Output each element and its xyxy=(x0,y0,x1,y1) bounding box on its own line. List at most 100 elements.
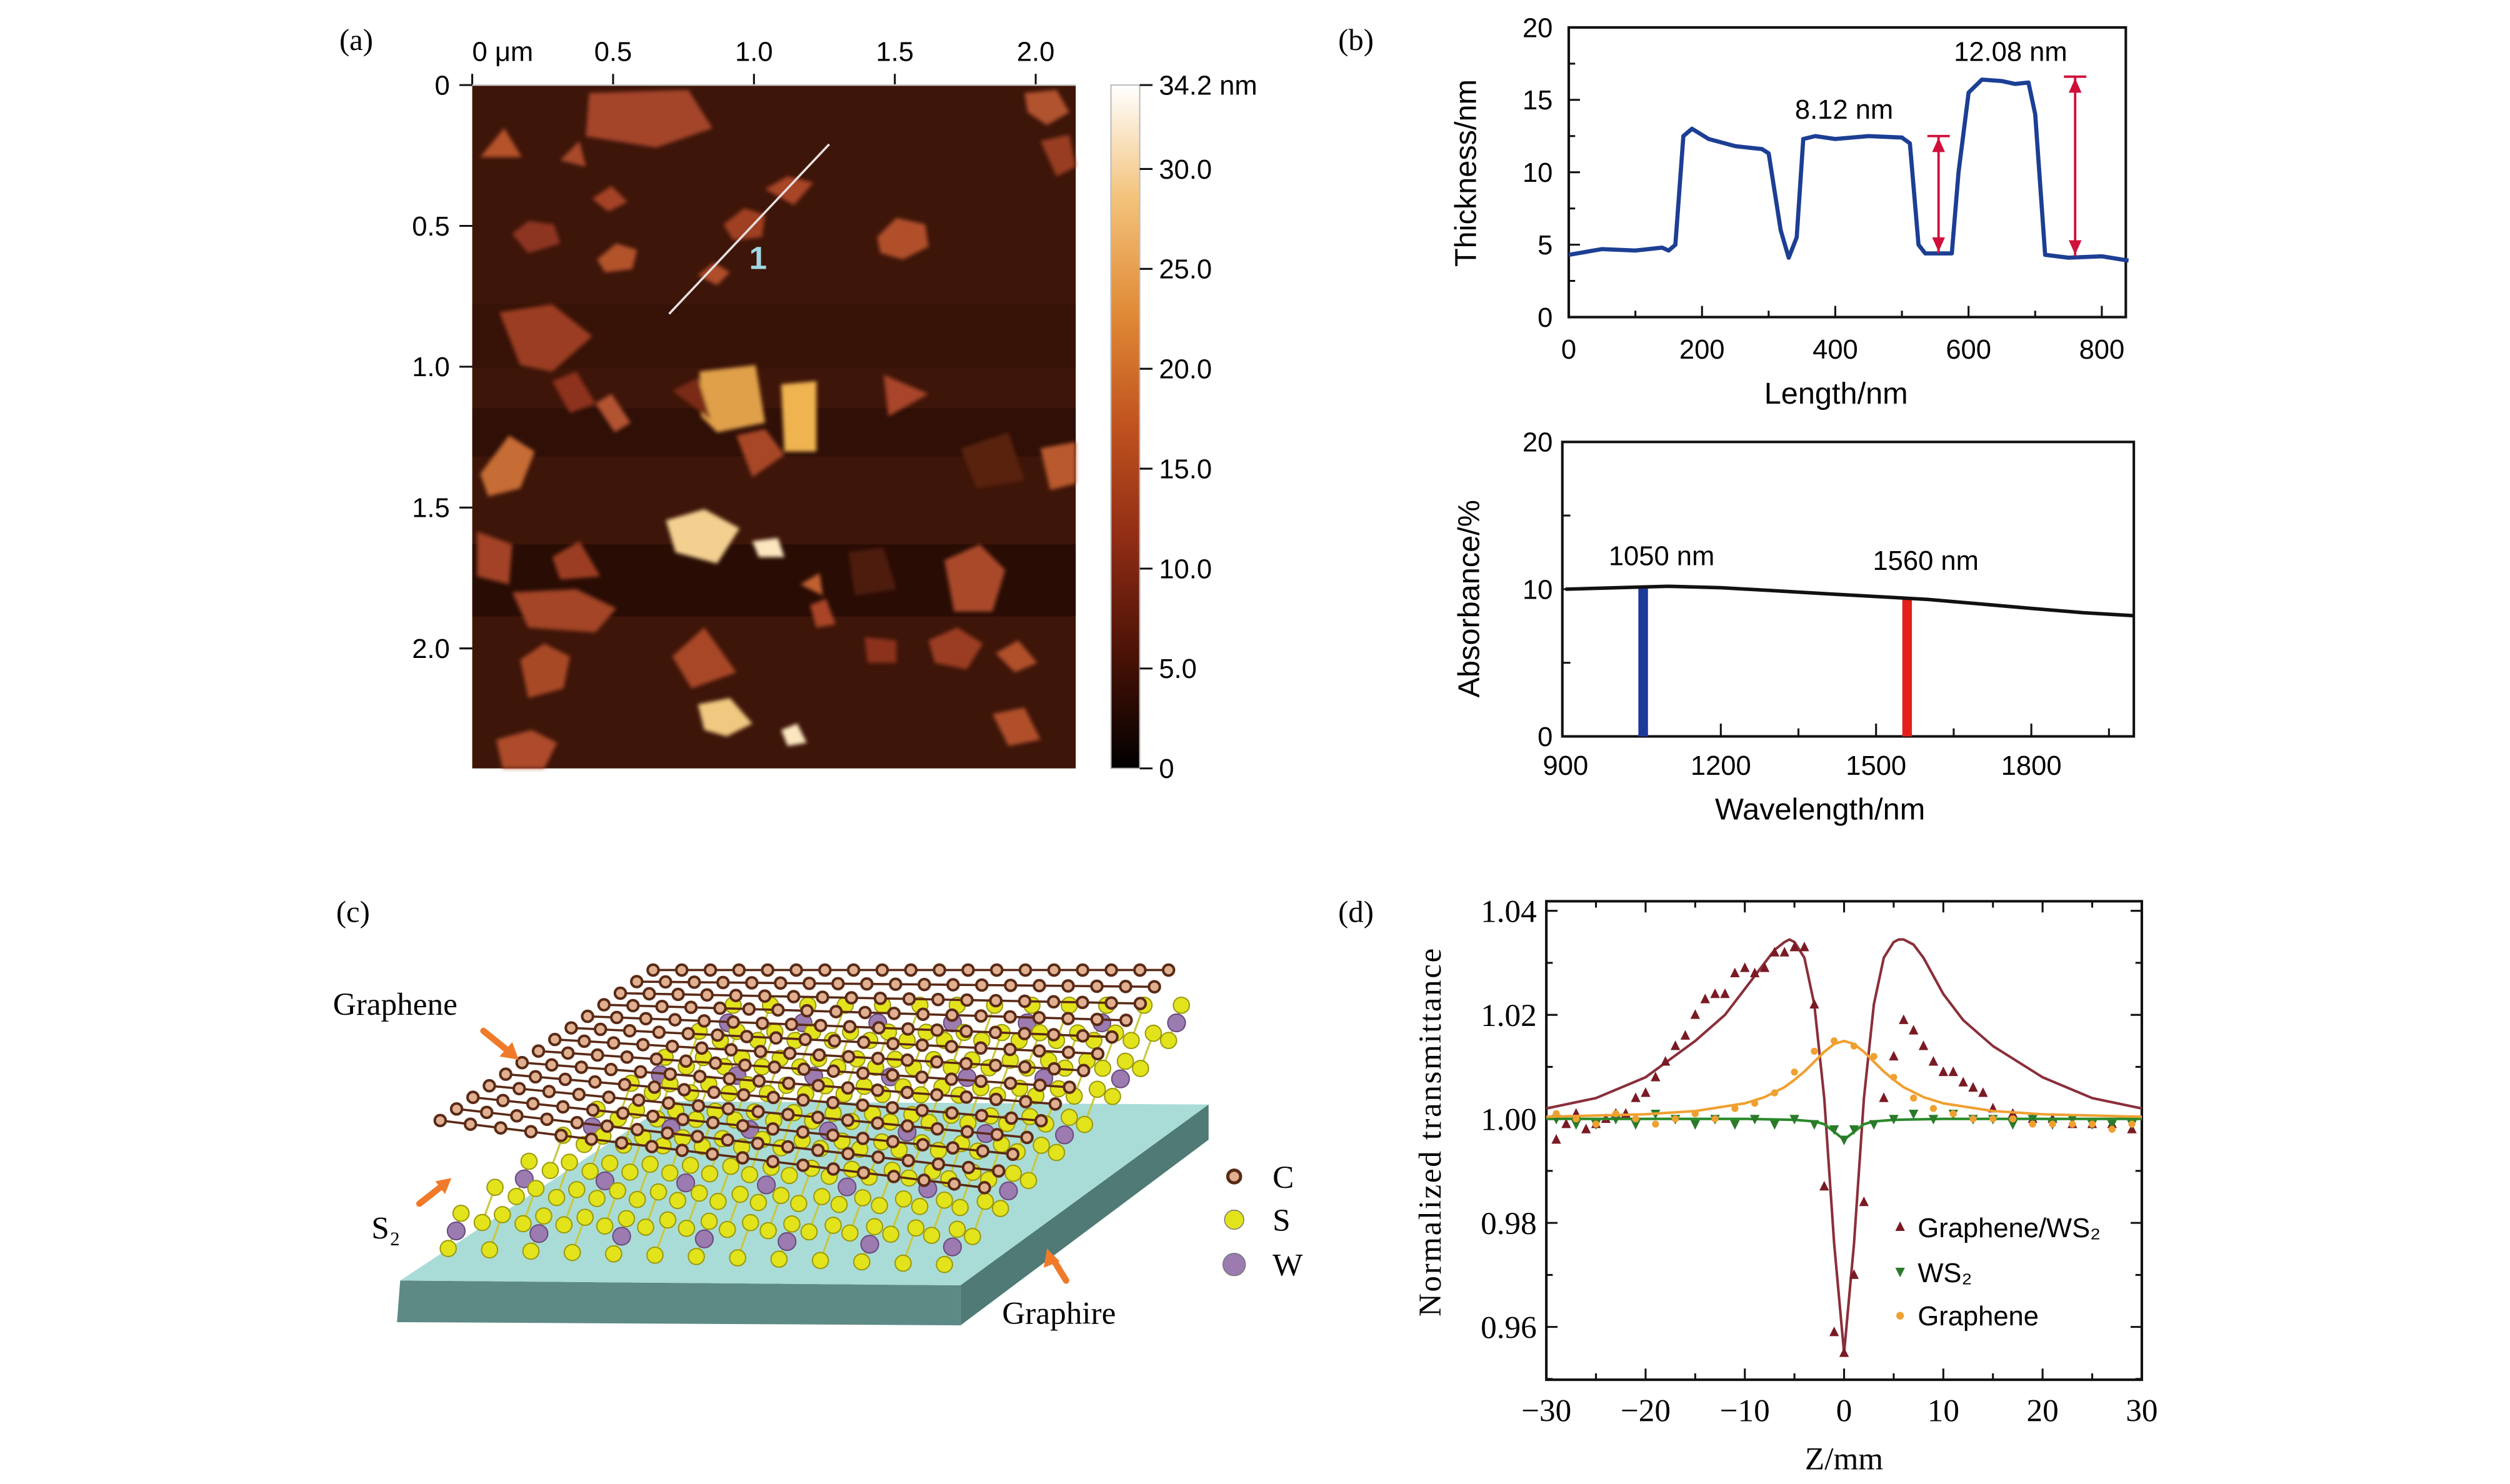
sulfur-atom xyxy=(646,1246,664,1264)
data-point xyxy=(1890,1073,1898,1081)
legend-item: Graphene xyxy=(1896,1302,2039,1332)
carbon-atom xyxy=(932,963,946,977)
carbon-atom xyxy=(594,1022,608,1037)
x-axis-label: Wavelength/nm xyxy=(1715,793,1925,827)
data-point xyxy=(2009,1115,2017,1123)
data-point xyxy=(1731,1105,1739,1112)
sulfur-atom xyxy=(700,1212,718,1230)
carbon-atom xyxy=(692,1069,707,1083)
carbon-atom xyxy=(796,1125,810,1139)
carbon-atom xyxy=(677,1083,691,1097)
sulfur-atom xyxy=(936,1191,953,1209)
sulfur-atom xyxy=(948,1220,966,1238)
carbon-atom xyxy=(945,1106,959,1120)
flake xyxy=(877,217,929,260)
carbon-atom xyxy=(774,976,788,990)
carbon-atom xyxy=(948,1177,961,1191)
carbon-atom xyxy=(989,993,1003,1008)
data-point xyxy=(1711,1115,1719,1123)
flake xyxy=(723,208,766,241)
carbon-atom xyxy=(782,1076,796,1090)
sulfur-atom xyxy=(813,1188,831,1205)
sulfur-atom xyxy=(1172,996,1191,1014)
carbon-atom xyxy=(974,1074,988,1088)
data-point xyxy=(2049,1120,2056,1128)
data-point xyxy=(1611,1115,1621,1125)
carbon-atom xyxy=(666,1039,679,1053)
sulfur-atom xyxy=(548,1188,566,1207)
data-point xyxy=(1730,967,1740,977)
data-point xyxy=(1831,1037,1838,1045)
carbon-atom xyxy=(1161,963,1176,977)
legend-item: WS₂ xyxy=(1895,1258,1972,1288)
carbon-atom xyxy=(944,1040,959,1053)
carbon-atom xyxy=(634,1065,648,1079)
data-point xyxy=(1968,1082,1978,1092)
carbon-atom xyxy=(646,1109,660,1123)
data-point xyxy=(1771,1089,1779,1097)
sulfur-atom xyxy=(641,1155,659,1173)
legend-label: Graphene xyxy=(1918,1302,2039,1332)
carbon-atom xyxy=(742,1002,756,1016)
sulfur-atom xyxy=(1032,1137,1050,1154)
data-point xyxy=(1730,1120,1740,1130)
carbon-atom xyxy=(1032,1044,1046,1058)
carbon-atom xyxy=(766,1122,780,1136)
y-tick-label: 0 xyxy=(434,71,449,101)
substrate-arrow-head xyxy=(1043,1248,1060,1268)
carbon-atom xyxy=(916,1138,930,1152)
thickness-line xyxy=(1568,77,2129,263)
data-point xyxy=(1652,1120,1659,1128)
carbon-atom xyxy=(1076,963,1089,977)
legend-marker xyxy=(1895,1267,1905,1278)
carbon-atom xyxy=(1148,980,1161,994)
sulfur-atom xyxy=(659,1211,677,1229)
carbon-atom xyxy=(597,998,611,1012)
carbon-atom xyxy=(703,963,718,977)
flake xyxy=(480,436,535,497)
carbon-atom xyxy=(661,1126,674,1140)
carbon-atom xyxy=(668,1013,682,1027)
carbon-atom xyxy=(889,977,902,991)
carbon-atom xyxy=(766,1155,780,1168)
carbon-atom xyxy=(771,1003,785,1017)
flake xyxy=(592,186,628,212)
x-tick-label: 1800 xyxy=(2001,751,2062,781)
carbon-atom xyxy=(992,1164,1006,1178)
carbon-atom xyxy=(751,1105,765,1118)
carbon-atom xyxy=(1076,995,1089,1009)
sulfur-atom xyxy=(729,1249,747,1267)
carbon-atom xyxy=(1047,1028,1061,1042)
tungsten-atom xyxy=(529,1224,549,1243)
data-point xyxy=(1909,1109,1919,1120)
carbon-atom xyxy=(700,988,714,1002)
sulfur-atom xyxy=(628,1190,646,1208)
carbon-atom xyxy=(639,1012,653,1025)
wavelength-marker-label: 1050 nm xyxy=(1609,541,1714,571)
x-tick-label: 0 xyxy=(1561,335,1576,365)
carbon-atom xyxy=(1047,1062,1061,1076)
flake xyxy=(698,262,730,286)
data-point xyxy=(1680,1030,1691,1040)
carbon-atom xyxy=(716,975,730,990)
absorbance-chart: 900 1200 1500 1800 0 10 20 Wavelength/nm Absorba… xyxy=(1452,428,2136,827)
sulfur-atom xyxy=(596,1217,614,1235)
carbon-atom xyxy=(1048,1097,1062,1111)
carbon-atom xyxy=(661,1096,676,1110)
data-point xyxy=(1958,1077,1968,1087)
sulfur-atom xyxy=(783,1215,801,1233)
carbon-atom xyxy=(479,1105,494,1119)
x-tick-label: 0 μm xyxy=(472,37,534,67)
sulfur-atom xyxy=(576,1208,594,1227)
x-tick-label: −20 xyxy=(1621,1393,1671,1429)
carbon-atom xyxy=(729,989,743,1002)
data-point xyxy=(1571,1120,1581,1130)
sulfur-atom xyxy=(824,1217,842,1234)
carbon-atom xyxy=(856,1098,869,1112)
carbon-atom xyxy=(1061,1012,1075,1025)
tungsten-atom xyxy=(694,1229,714,1248)
sulfur-atom xyxy=(618,1210,636,1228)
colorbar-tick-label: 15.0 xyxy=(1159,454,1212,484)
carbon-atom xyxy=(738,1058,752,1072)
substrate-label: Graphire xyxy=(1002,1296,1116,1332)
